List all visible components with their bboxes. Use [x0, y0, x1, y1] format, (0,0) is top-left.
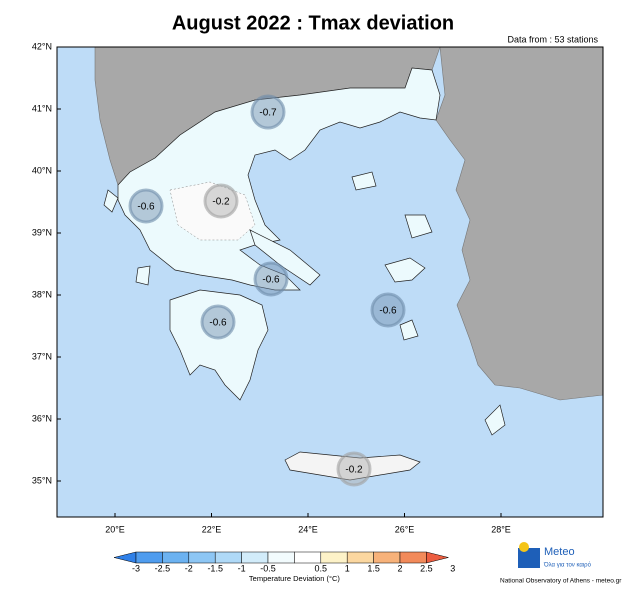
colorbar-bin [373, 551, 401, 564]
region-marker [250, 94, 286, 130]
colorbar-bin [135, 551, 163, 564]
colorbar-tick-label: -2 [185, 563, 193, 573]
colorbar-tick-label: -3 [132, 563, 140, 573]
lon-label: 22°E [202, 524, 222, 534]
thassos [351, 171, 377, 191]
colorbar-tick-label: -1 [238, 563, 246, 573]
colorbar-bin [267, 551, 295, 564]
lon-label: 28°E [491, 524, 511, 534]
colorbar-bin [162, 551, 190, 564]
lon-label: 26°E [395, 524, 415, 534]
colorbar-tick-label: -2.5 [155, 563, 171, 573]
corfu [103, 189, 119, 213]
colorbar-high [426, 551, 449, 564]
colorbar-tick-label: 1.5 [367, 563, 380, 573]
region-value: -0.7 [259, 108, 277, 119]
map-frame [56, 46, 604, 518]
rhodes [484, 404, 506, 436]
logo-mark [518, 548, 540, 568]
lat-label: 37°N [32, 351, 52, 361]
lat-label: 36°N [32, 413, 52, 423]
data-note: Data from : 53 stations [507, 34, 598, 44]
chios [399, 319, 419, 341]
colorbar-tick-label: 2.5 [420, 563, 433, 573]
lesvos [384, 257, 426, 283]
logo-footer: National Observatory of Athens - meteo.g… [500, 578, 622, 585]
region-marker [336, 451, 372, 487]
peloponnese [169, 289, 269, 401]
colorbar-low [113, 551, 137, 564]
colorbar-tick-label: -1.5 [207, 563, 223, 573]
region-marker [253, 261, 289, 297]
colorbar-bin [399, 551, 427, 564]
lat-label: 39°N [32, 227, 52, 237]
lat-label: 35°N [32, 475, 52, 485]
region-marker [203, 183, 239, 219]
logo-tagline: Όλα για τον καιρό [543, 562, 592, 569]
region-value: -0.6 [379, 306, 397, 317]
colorbar-bin [214, 551, 242, 564]
region-value: -0.2 [212, 197, 230, 208]
region-marker [128, 188, 164, 224]
land-east [435, 46, 604, 401]
region-marker [200, 304, 236, 340]
logo: Meteo Όλα για τον καιρό National Observa… [113, 542, 622, 585]
evia [249, 229, 321, 286]
region-value: -0.6 [137, 202, 155, 213]
lon-label: 24°E [298, 524, 318, 534]
colorbar-bin [320, 551, 348, 564]
lat-label: 42°N [32, 41, 52, 51]
region-value: -0.6 [209, 318, 227, 329]
map-area [56, 46, 604, 518]
colorbar-tick-label: 1 [345, 563, 350, 573]
colorbar-bin [188, 551, 216, 564]
colorbar-tick-label: 0.5 [315, 563, 328, 573]
region-marker [370, 292, 406, 328]
region-value: -0.2 [345, 465, 363, 476]
colorbar-tick-label: 2 [397, 563, 402, 573]
lon-label: 20°E [105, 524, 125, 534]
lemnos [404, 214, 433, 239]
region-value: -0.6 [262, 275, 280, 286]
title: August 2022 : Tmax deviation [172, 12, 454, 34]
colorbar-bin [241, 551, 269, 564]
kefalonia [135, 265, 151, 286]
region-thessaly [169, 181, 256, 241]
colorbar-bin [294, 551, 322, 564]
colorbar-tick-label: -0.5 [260, 563, 276, 573]
crete [284, 451, 421, 481]
lat-label: 40°N [32, 165, 52, 175]
lat-label: 41°N [32, 103, 52, 113]
colorbar-tick-label: 3 [450, 563, 455, 573]
colorbar-title: Temperature Deviation (°C) [249, 574, 340, 583]
logo-sun [519, 542, 529, 552]
colorbar-bin [346, 551, 374, 564]
logo-name: Meteo [544, 546, 575, 558]
lat-label: 38°N [32, 289, 52, 299]
